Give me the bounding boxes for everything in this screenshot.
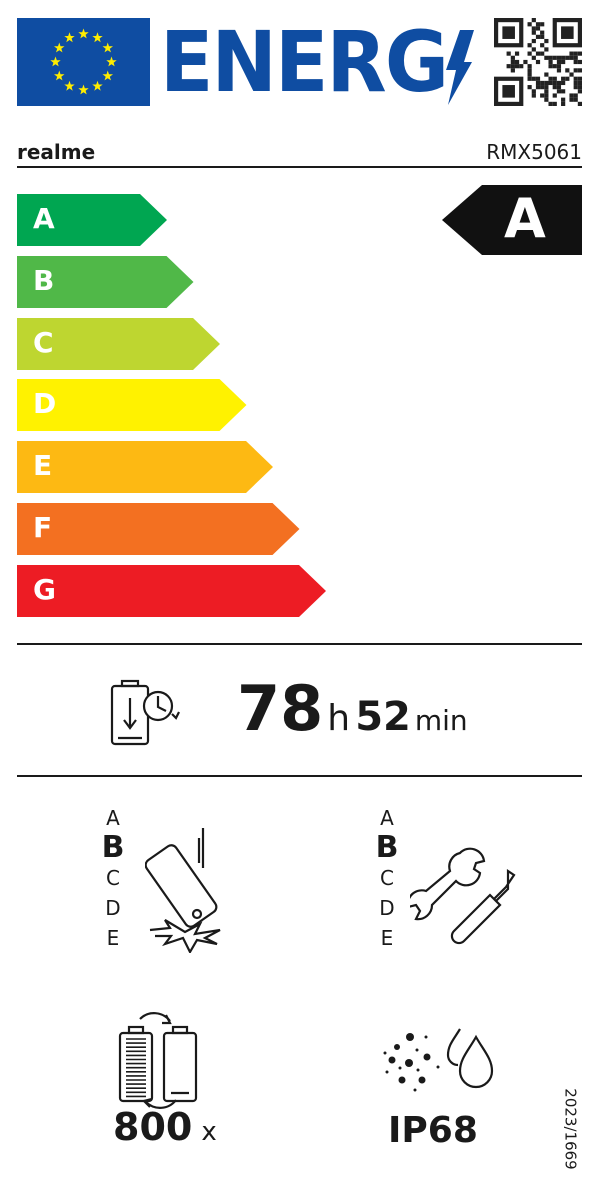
drop-resistance-icon [145, 828, 221, 953]
energy-class-bar-a: A [17, 194, 167, 246]
cycles-unit: x [201, 1117, 217, 1147]
repair-tools-icon [410, 847, 516, 945]
regulation-number: 2023/1669 [561, 1088, 580, 1170]
lightning-icon [446, 30, 474, 105]
divider [17, 643, 582, 645]
battery-cycles-icon [118, 1012, 198, 1109]
hours-unit: h [327, 698, 351, 739]
battery-endurance-icon [110, 679, 180, 746]
minutes-value: 52 [355, 694, 411, 740]
scale-class-c: C [106, 866, 120, 890]
energy-class-letter: B [33, 263, 55, 297]
qr-code-icon [494, 18, 582, 106]
energy-rating-arrow: A [442, 185, 582, 255]
scale-class-a: A [380, 806, 394, 830]
energy-class-letter: D [33, 387, 57, 421]
energy-class-letter: C [33, 325, 54, 359]
battery-cycles-value: 800 x [113, 1105, 217, 1149]
minutes-unit: min [414, 704, 468, 737]
divider [17, 166, 582, 168]
divider [17, 775, 582, 777]
energy-class-bar-e: E [17, 441, 273, 494]
brand-name: realme [17, 140, 96, 164]
model-identifier: RMX5061 [486, 140, 582, 164]
energy-class-bar-b: B [17, 255, 194, 308]
hours-value: 78 [237, 672, 324, 745]
cycles-number: 800 [113, 1105, 193, 1149]
energy-class-letter: F [33, 511, 53, 544]
energy-class-bar-f: F [17, 503, 300, 555]
scale-class-e: E [106, 926, 120, 950]
energy-class-bar-c: C [17, 317, 220, 370]
ip-rating: IP68 [388, 1110, 478, 1151]
energy-label-title: ENERG [160, 13, 449, 111]
scale-class-a: A [106, 806, 120, 830]
dust-water-icon [383, 1028, 494, 1092]
scale-class-e: E [380, 926, 394, 950]
energy-rating-letter: A [504, 187, 546, 250]
scale-class-d: D [379, 896, 395, 920]
energy-class-bar-g: G [17, 564, 326, 617]
energy-class-letter: G [33, 572, 56, 606]
energy-class-bar-d: D [17, 379, 247, 432]
scale-class-d: D [105, 896, 121, 920]
energy-class-letter: E [33, 449, 53, 483]
scale-class-c: C [380, 866, 394, 890]
eu-flag-icon [17, 18, 150, 106]
battery-endurance-value: 78 h 52 min [237, 672, 468, 745]
scale-class-b: B [375, 830, 399, 865]
scale-class-b: B [101, 830, 125, 865]
energy-class-letter: A [33, 202, 55, 235]
